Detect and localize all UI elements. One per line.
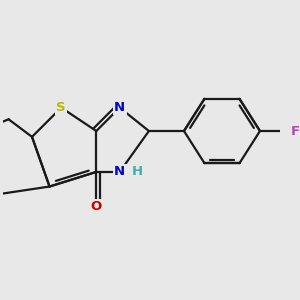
Text: S: S (56, 101, 66, 114)
Text: F: F (290, 124, 300, 137)
Text: O: O (91, 200, 102, 214)
Text: N: N (114, 101, 125, 114)
Text: H: H (132, 165, 143, 178)
Text: N: N (114, 165, 125, 178)
